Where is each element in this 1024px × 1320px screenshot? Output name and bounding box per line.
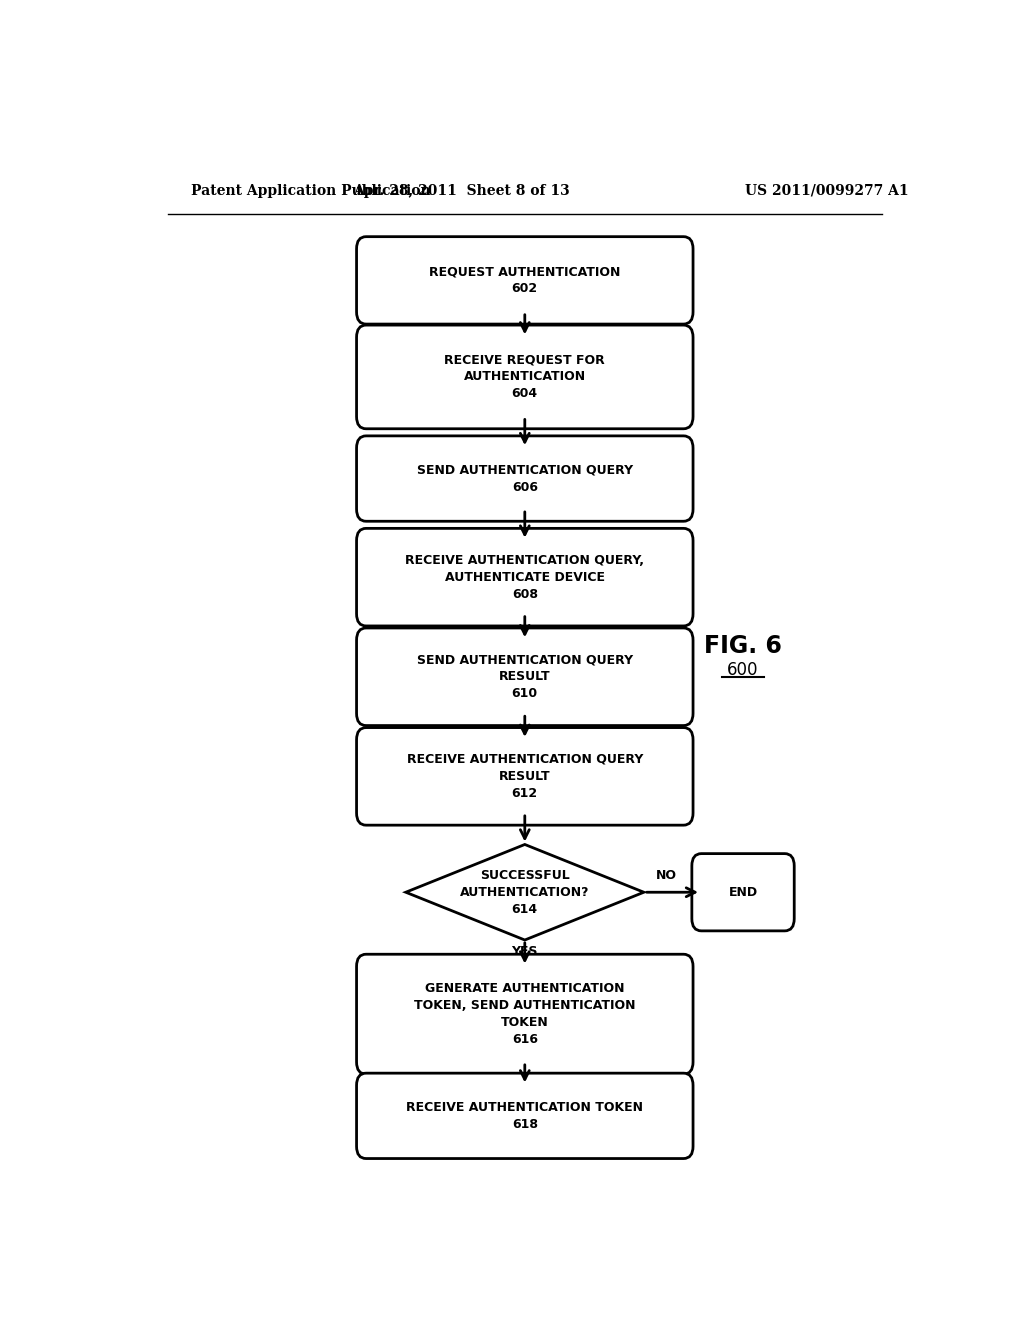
Text: US 2011/0099277 A1: US 2011/0099277 A1 [744,183,908,198]
FancyBboxPatch shape [356,436,693,521]
FancyBboxPatch shape [356,628,693,726]
FancyBboxPatch shape [356,528,693,626]
FancyBboxPatch shape [356,1073,693,1159]
Text: RECEIVE AUTHENTICATION QUERY
RESULT
612: RECEIVE AUTHENTICATION QUERY RESULT 612 [407,752,643,800]
Text: RECEIVE REQUEST FOR
AUTHENTICATION
604: RECEIVE REQUEST FOR AUTHENTICATION 604 [444,354,605,400]
FancyBboxPatch shape [692,854,795,931]
FancyBboxPatch shape [356,325,693,429]
FancyBboxPatch shape [356,727,693,825]
Text: GENERATE AUTHENTICATION
TOKEN, SEND AUTHENTICATION
TOKEN
616: GENERATE AUTHENTICATION TOKEN, SEND AUTH… [414,982,636,1047]
Polygon shape [406,845,644,940]
FancyBboxPatch shape [356,236,693,325]
Text: REQUEST AUTHENTICATION
602: REQUEST AUTHENTICATION 602 [429,265,621,296]
FancyBboxPatch shape [356,954,693,1074]
Text: 600: 600 [727,660,759,678]
Text: RECEIVE AUTHENTICATION TOKEN
618: RECEIVE AUTHENTICATION TOKEN 618 [407,1101,643,1131]
Text: YES: YES [512,945,538,958]
Text: SEND AUTHENTICATION QUERY
RESULT
610: SEND AUTHENTICATION QUERY RESULT 610 [417,653,633,701]
Text: RECEIVE AUTHENTICATION QUERY,
AUTHENTICATE DEVICE
608: RECEIVE AUTHENTICATION QUERY, AUTHENTICA… [406,553,644,601]
Text: Apr. 28, 2011  Sheet 8 of 13: Apr. 28, 2011 Sheet 8 of 13 [353,183,569,198]
Text: SEND AUTHENTICATION QUERY
606: SEND AUTHENTICATION QUERY 606 [417,463,633,494]
Text: NO: NO [655,869,677,882]
Text: END: END [728,886,758,899]
Text: FIG. 6: FIG. 6 [705,635,782,659]
Text: Patent Application Publication: Patent Application Publication [191,183,431,198]
Text: SUCCESSFUL
AUTHENTICATION?
614: SUCCESSFUL AUTHENTICATION? 614 [460,869,590,916]
